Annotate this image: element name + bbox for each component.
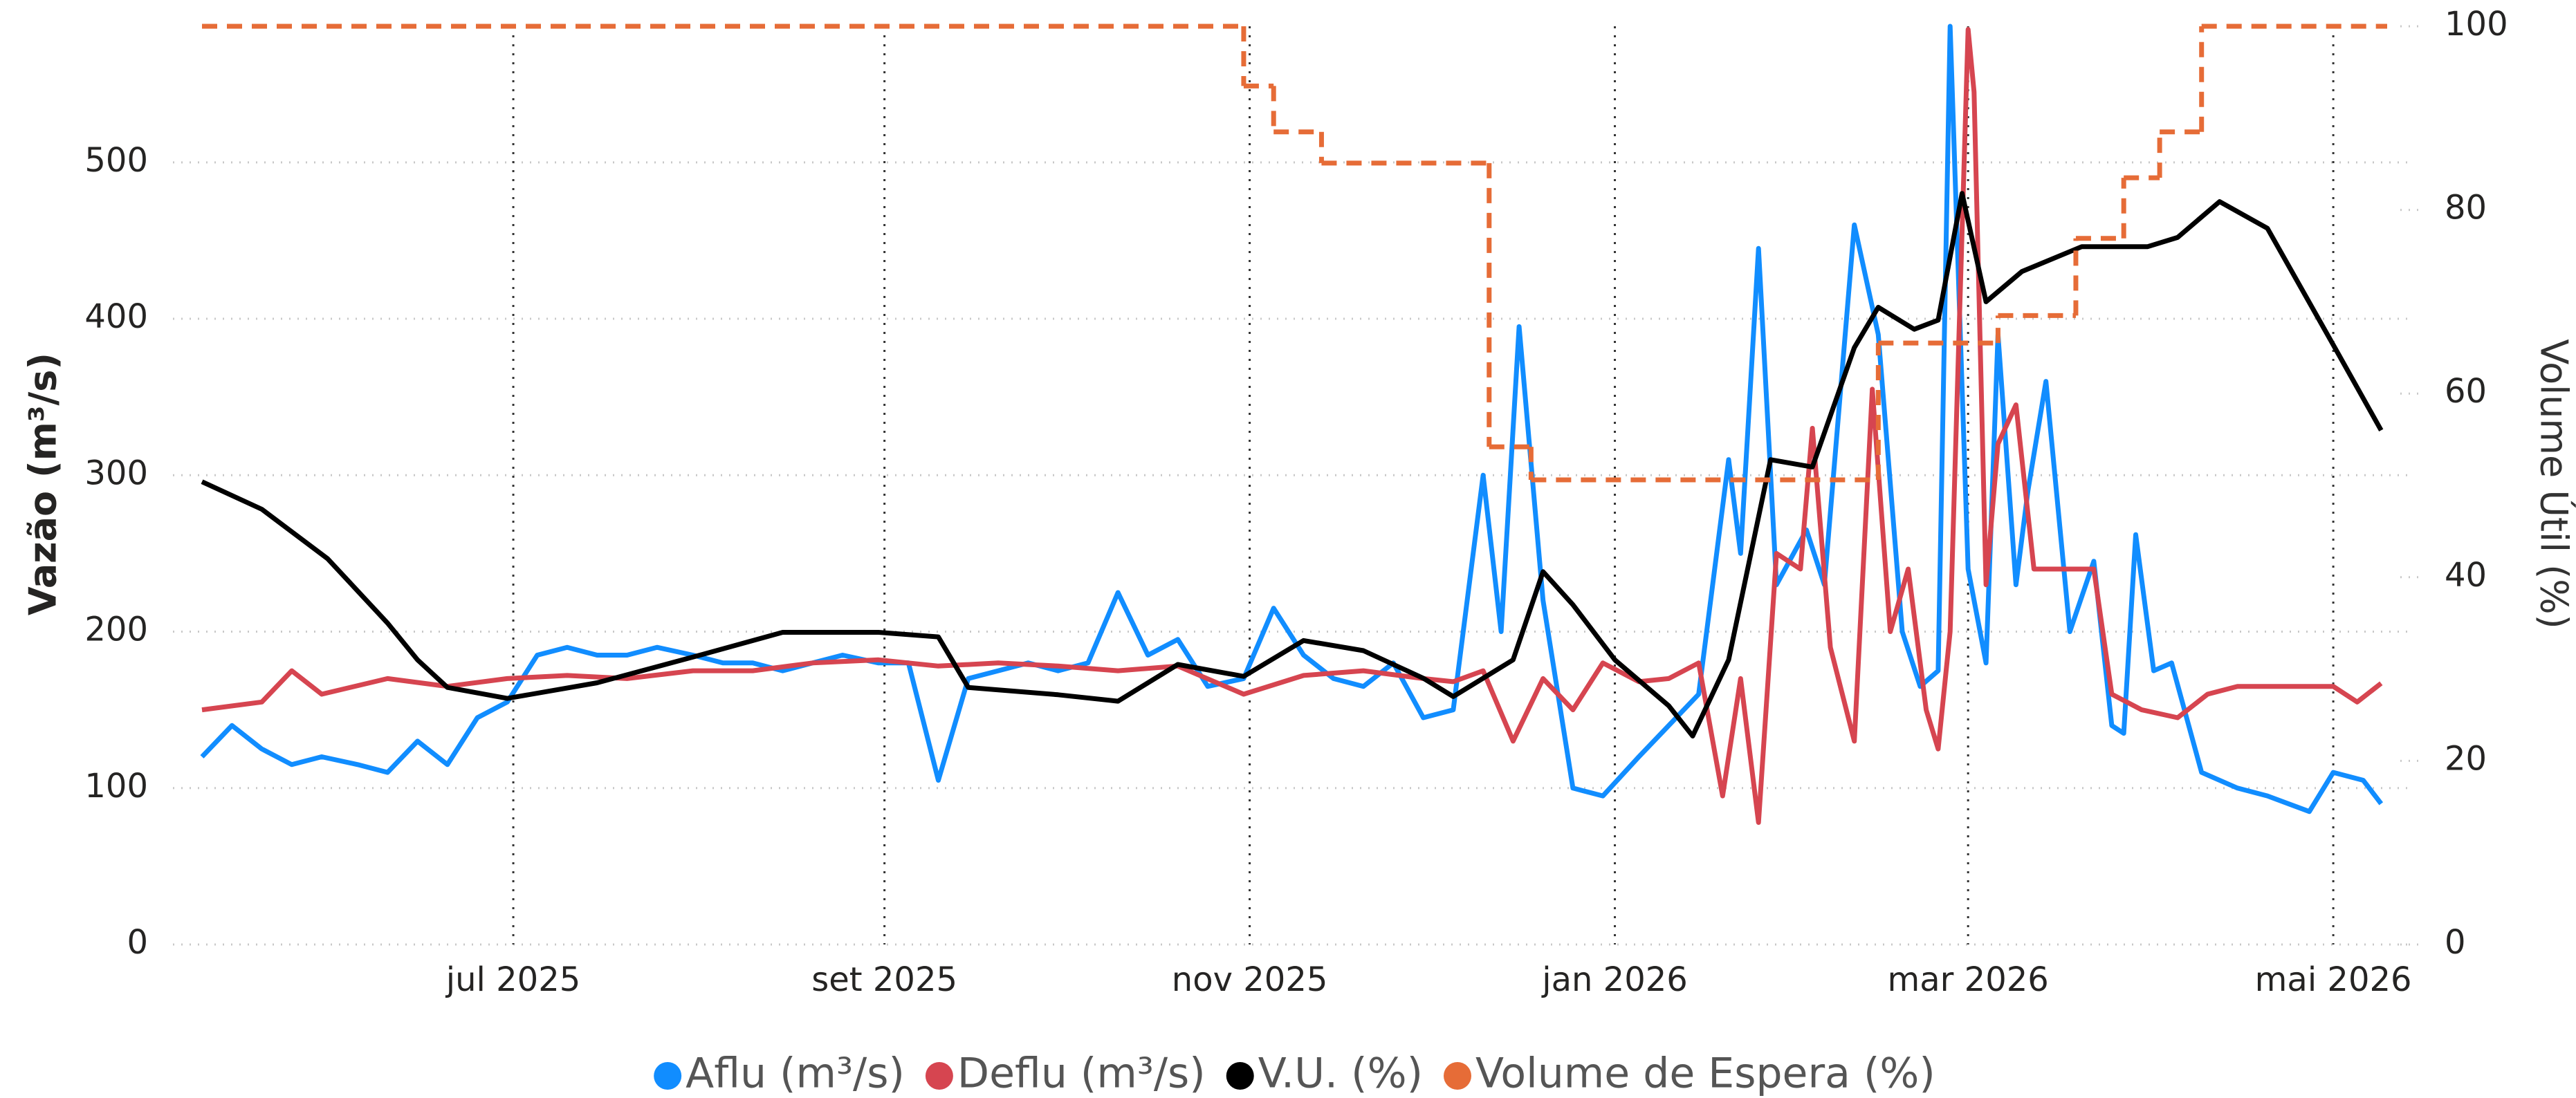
legend-marker: [1444, 1062, 1472, 1090]
x-tick-label: mai 2026: [2255, 960, 2412, 999]
y-tick-label: 100: [84, 767, 148, 806]
y-tick-label: 300: [84, 454, 148, 492]
y-tick-label: 0: [127, 923, 148, 962]
x-tick-label: jul 2025: [445, 960, 581, 999]
y2-tick-label: 80: [2445, 189, 2487, 227]
series-line: [201, 27, 2383, 825]
legend-label: Aflu (m³/s): [686, 1050, 905, 1098]
y-tick-label: 500: [84, 141, 148, 180]
legend-marker: [1226, 1062, 1254, 1090]
y2-tick-label: 20: [2445, 739, 2487, 778]
x-tick-label: jan 2026: [1541, 960, 1688, 999]
series-line: [201, 191, 2384, 738]
y2-tick-label: 0: [2445, 923, 2466, 962]
x-tick-label: set 2025: [811, 960, 957, 999]
y2-axis-title: Volume Útil (%): [2532, 339, 2575, 629]
y2-tick-label: 100: [2445, 5, 2508, 44]
y2-tick-label: 40: [2445, 556, 2487, 595]
legend-label: Deflu (m³/s): [957, 1050, 1206, 1098]
legend-label: V.U. (%): [1258, 1050, 1423, 1098]
x-tick-label: mar 2026: [1888, 960, 2049, 999]
y2-tick-label: 60: [2445, 372, 2487, 411]
x-tick-label: nov 2025: [1172, 960, 1328, 999]
legend-label: Volume de Espera (%): [1475, 1050, 1935, 1098]
y-tick-label: 200: [84, 611, 148, 649]
legend-marker: [925, 1062, 953, 1090]
y-axis-title: Vazão (m³/s): [21, 353, 65, 615]
legend-marker: [654, 1062, 682, 1090]
y-tick-label: 400: [84, 297, 148, 336]
series-line: [200, 24, 2384, 815]
